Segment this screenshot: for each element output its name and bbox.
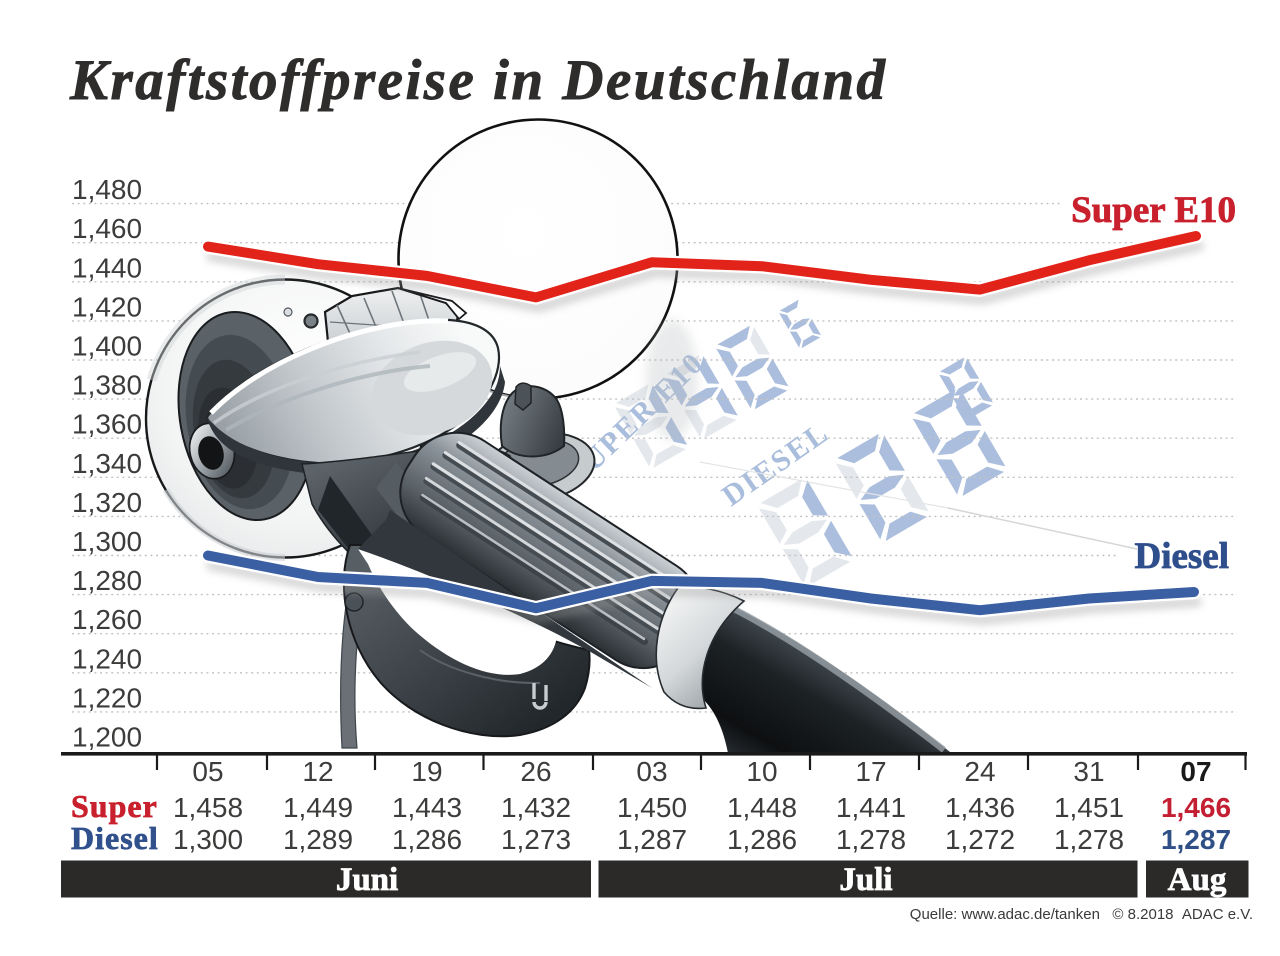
svg-text:07: 07 <box>1180 756 1211 787</box>
svg-text:1,287: 1,287 <box>1161 824 1231 855</box>
svg-text:1,278: 1,278 <box>1054 824 1124 855</box>
svg-text:Super E10: Super E10 <box>1071 190 1236 231</box>
svg-text:1,300: 1,300 <box>173 824 243 855</box>
svg-text:1,286: 1,286 <box>392 824 462 855</box>
svg-text:1,278: 1,278 <box>836 824 906 855</box>
svg-text:26: 26 <box>520 756 551 787</box>
svg-text:31: 31 <box>1073 756 1104 787</box>
svg-text:1,289: 1,289 <box>283 824 353 855</box>
svg-text:1,260: 1,260 <box>72 604 142 635</box>
svg-text:1,320: 1,320 <box>72 487 142 518</box>
svg-text:Juli: Juli <box>839 862 892 898</box>
svg-text:1,448: 1,448 <box>727 792 797 823</box>
svg-text:Diesel: Diesel <box>71 820 159 856</box>
svg-text:1,240: 1,240 <box>72 643 142 674</box>
svg-text:1,273: 1,273 <box>501 824 571 855</box>
svg-text:1,286: 1,286 <box>727 824 797 855</box>
svg-text:05: 05 <box>192 756 223 787</box>
svg-text:1,436: 1,436 <box>945 792 1015 823</box>
svg-text:1,400: 1,400 <box>72 331 142 362</box>
svg-text:1,380: 1,380 <box>72 370 142 401</box>
svg-text:Diesel: Diesel <box>1134 536 1229 577</box>
svg-text:1,287: 1,287 <box>617 824 687 855</box>
svg-text:1,458: 1,458 <box>173 792 243 823</box>
svg-text:1,449: 1,449 <box>283 792 353 823</box>
svg-text:1,300: 1,300 <box>72 526 142 557</box>
svg-text:1,460: 1,460 <box>72 213 142 244</box>
svg-text:1,451: 1,451 <box>1054 792 1124 823</box>
svg-text:1,420: 1,420 <box>72 291 142 322</box>
svg-text:Juni: Juni <box>336 862 398 898</box>
svg-text:10: 10 <box>746 756 777 787</box>
svg-text:19: 19 <box>411 756 442 787</box>
svg-text:1,220: 1,220 <box>72 682 142 713</box>
svg-text:1,443: 1,443 <box>392 792 462 823</box>
svg-text:1,466: 1,466 <box>1161 792 1231 823</box>
svg-text:1,200: 1,200 <box>72 722 142 753</box>
svg-text:1,480: 1,480 <box>72 174 142 205</box>
svg-text:1,272: 1,272 <box>945 824 1015 855</box>
svg-text:1,360: 1,360 <box>72 409 142 440</box>
svg-text:12: 12 <box>302 756 333 787</box>
svg-text:1,340: 1,340 <box>72 448 142 479</box>
svg-text:1,280: 1,280 <box>72 565 142 596</box>
svg-text:03: 03 <box>636 756 667 787</box>
svg-text:Quelle: www.adac.de/tanken ©: Quelle: www.adac.de/tanken © 8.2018 ADAC… <box>910 906 1253 923</box>
svg-text:17: 17 <box>855 756 886 787</box>
svg-text:Aug: Aug <box>1168 862 1227 898</box>
svg-text:Super: Super <box>71 788 158 824</box>
svg-text:24: 24 <box>964 756 995 787</box>
svg-text:1,441: 1,441 <box>836 792 906 823</box>
svg-text:1,432: 1,432 <box>501 792 571 823</box>
svg-text:1,450: 1,450 <box>617 792 687 823</box>
svg-text:1,440: 1,440 <box>72 252 142 283</box>
